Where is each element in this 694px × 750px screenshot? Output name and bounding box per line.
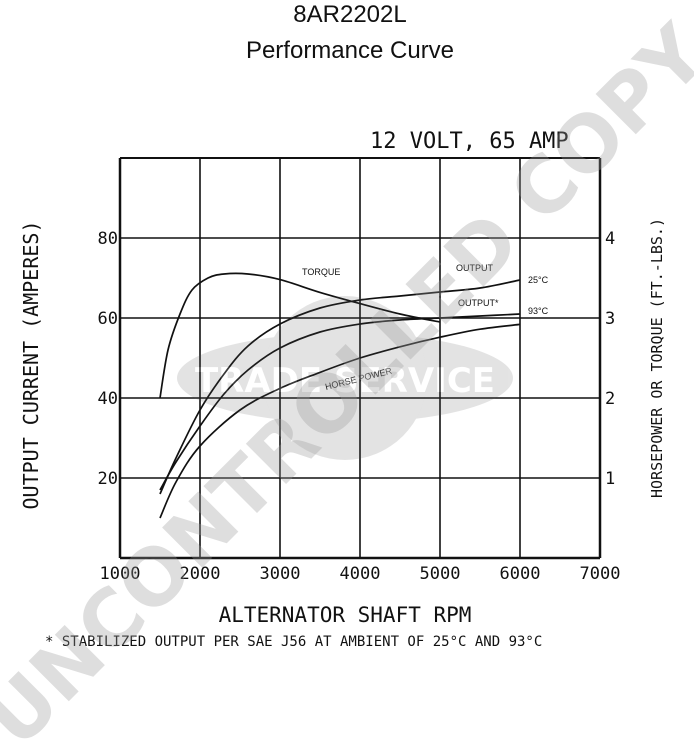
x-tick-label: 1000	[100, 564, 141, 584]
annotation-output-star: OUTPUT*	[458, 298, 499, 308]
annotation-93c: 93°C	[528, 306, 549, 316]
watermark-seal-text: TRADE SERVICE	[195, 361, 495, 401]
y2-tick-label: 2	[605, 389, 615, 409]
y2-tick-label: 1	[605, 469, 615, 489]
x-tick-label: 2000	[180, 564, 221, 584]
x-tick-label: 7000	[580, 564, 621, 584]
y-axis-label: OUTPUT CURRENT (AMPERES)	[19, 221, 43, 510]
y2-tick-labels: 1 2 3 4	[605, 229, 615, 489]
y-tick-label: 60	[98, 309, 118, 329]
annotation-25c: 25°C	[528, 275, 549, 285]
series-line-torque	[159, 272, 441, 399]
x-tick-label: 4000	[340, 564, 381, 584]
x-tick-labels: 1000 2000 3000 4000 5000 6000 7000	[100, 564, 621, 584]
annotation-torque: TORQUE	[302, 267, 340, 277]
series-line-output-25c	[159, 279, 521, 495]
x-tick-label: 6000	[500, 564, 541, 584]
y-tick-labels: 20 40 60 80	[98, 229, 118, 489]
y-tick-label: 80	[98, 229, 118, 249]
page-title: 8AR2202L	[293, 1, 406, 28]
series-line-horsepower	[159, 323, 521, 519]
series-lines	[159, 272, 521, 519]
page-subtitle: Performance Curve	[246, 37, 454, 64]
x-axis-label: ALTERNATOR SHAFT RPM	[219, 603, 472, 627]
chart-title: 12 VOLT, 65 AMP	[370, 129, 569, 154]
y2-tick-label: 3	[605, 309, 615, 329]
y-tick-label: 20	[98, 469, 118, 489]
x-tick-label: 5000	[420, 564, 461, 584]
y2-tick-label: 4	[605, 229, 615, 249]
series-line-output-93c	[159, 313, 521, 491]
x-tick-label: 3000	[260, 564, 301, 584]
watermark-seal: TRADE SERVICE	[177, 296, 513, 460]
plot-frame	[118, 157, 602, 560]
y2-axis-label: HORSEPOWER OR TORQUE (FT.-LBS.)	[648, 218, 666, 498]
annotation-output: OUTPUT	[456, 263, 494, 273]
footnote: * STABILIZED OUTPUT PER SAE J56 AT AMBIE…	[45, 634, 542, 650]
y-tick-label: 40	[98, 389, 118, 409]
